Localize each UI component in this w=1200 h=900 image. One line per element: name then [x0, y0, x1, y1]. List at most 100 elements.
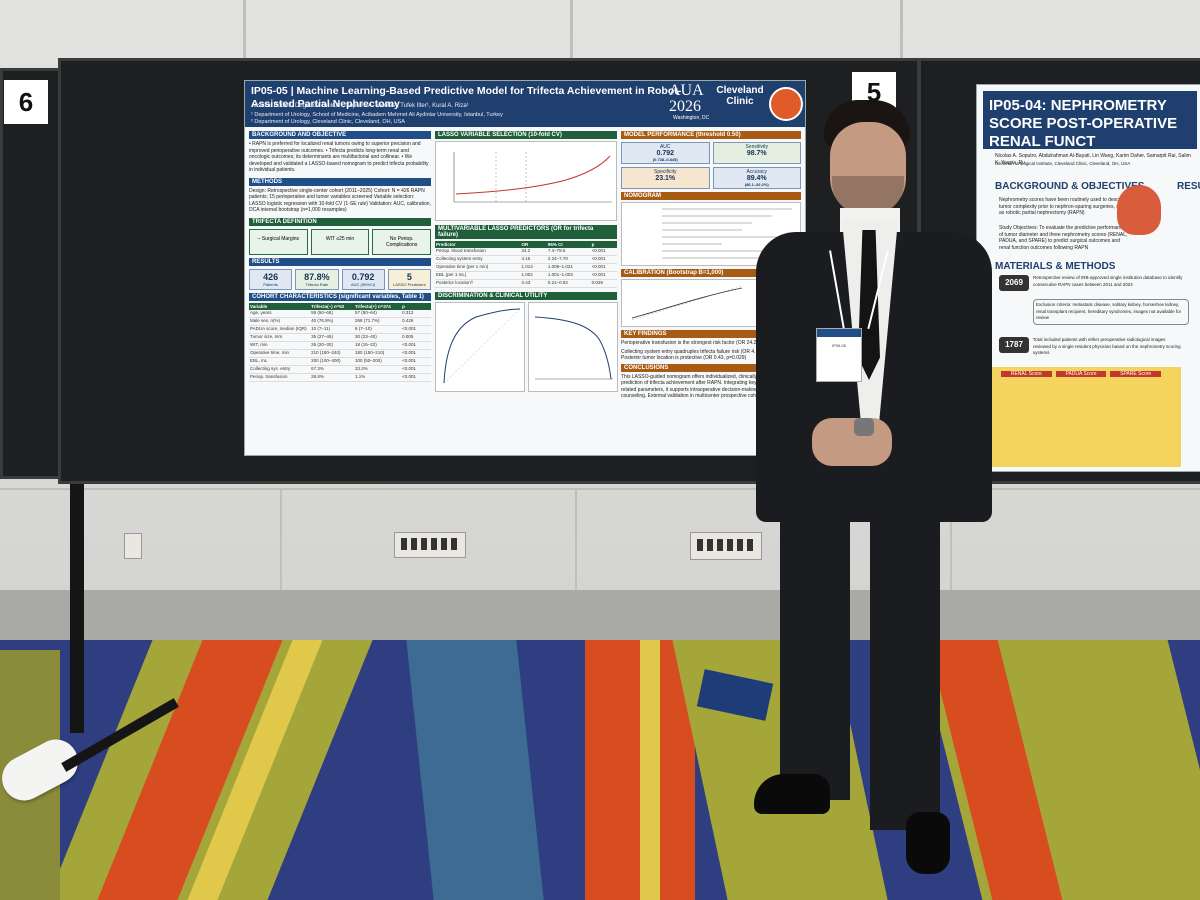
table-cell: <0.001 — [591, 256, 606, 261]
table-row: Collecting sys. entry 67.3% 33.2% <0.001 — [249, 366, 431, 374]
section-heading: LASSO VARIABLE SELECTION (10-fold CV) — [435, 131, 617, 139]
table-header: Variable Trifecta(–) n=52 Trifecta(+) n=37… — [249, 302, 431, 310]
table-row: EBL, mL 200 (100–400) 100 (50–200) <0.001 — [249, 358, 431, 366]
scores-panel: RENAL Score PADUA Score SPARE Score — [981, 367, 1181, 467]
wall-seam — [0, 488, 1200, 490]
right-section-heading: RESULT — [1177, 181, 1200, 192]
conference-logo: AUA 2026 — [669, 82, 703, 115]
table-cell: 67.3% — [311, 365, 324, 371]
wall-seam — [280, 488, 282, 590]
table-row: Periop. transfusion 28.8% 1.1% <0.001 — [249, 374, 431, 382]
section-heading: CONCLUSIONS — [621, 363, 801, 372]
right-poster-affiliation: Glickman Urological Institute, Cleveland… — [995, 161, 1131, 166]
table-cell: <0.001 — [402, 373, 417, 379]
board-number-left: 6 — [4, 80, 48, 124]
table-header-cell: Variable — [250, 303, 268, 309]
table-cell: 7.4–79.5 — [547, 248, 566, 253]
right-section-heading: MATERIALS & METHODS — [995, 261, 1116, 272]
poster-column-1: BACKGROUND AND OBJECTIVE • RAPN is prefe… — [249, 131, 432, 451]
table-cell: 35 (27–45) — [311, 333, 333, 339]
right-poster: IP05-04: NEPHROMETRY SCORE POST-OPERATIV… — [976, 84, 1200, 472]
right-section-heading: BACKGROUND & OBJECTIVES — [995, 181, 1145, 192]
table-row: Operative time (per 1 min) 1.014 1.008–1.0… — [435, 264, 617, 272]
cohort-count: 1787 — [999, 337, 1029, 353]
dca-curve — [534, 316, 613, 380]
lasso-curve — [453, 152, 612, 203]
baseboard — [0, 590, 1200, 640]
right-poster-title: IP05-04: NEPHROMETRY SCORE POST-OPERATIV… — [983, 91, 1197, 150]
table-header-cell: Trifecta(+) n=374 — [354, 303, 391, 309]
table-cell: <0.001 — [591, 248, 606, 253]
table-cell: 40 (76.9%) — [311, 317, 334, 323]
wall-seam — [950, 488, 952, 590]
table-row: Male sex, n(%) 40 (76.9%) 268 (71.7%) 0.426 — [249, 318, 431, 326]
poster-affiliation-1: ¹ Department of Urology, School of Medic… — [251, 112, 503, 118]
clasped-hands — [812, 418, 892, 466]
section-heading: DISCRIMINATION & CLINICAL UTILITY — [435, 292, 617, 300]
power-outlet — [394, 532, 466, 558]
wall-switch — [124, 533, 142, 559]
shoe-right — [906, 812, 950, 874]
roc-curve — [443, 308, 521, 384]
table-cell: <0.001 — [591, 264, 606, 269]
section-heading: BACKGROUND AND OBJECTIVE — [249, 131, 431, 139]
right-bullet: Study Objectives: To evaluate the predic… — [999, 225, 1128, 251]
conclusions-text: This LASSO-guided nomogram offers indivi… — [621, 373, 801, 400]
name-badge: IP05-05 — [816, 328, 862, 382]
kidney-illustration — [1117, 185, 1161, 235]
performance-kpi: Sensitivity 98.7% — [712, 142, 801, 164]
poster-affiliation-2: ² Department of Urology, Cleveland Clini… — [251, 119, 405, 125]
cohort-table: Variable Trifecta(–) n=52 Trifecta(+) n=37… — [249, 302, 431, 382]
calibration-curve — [631, 285, 743, 321]
table-cell: <0.001 — [591, 272, 606, 277]
table-header-cell: OR — [521, 242, 529, 247]
table-cell: Periop. transfusion — [250, 373, 288, 379]
table-cell: 0.312 — [402, 309, 414, 315]
table-cell: 0.426 — [402, 317, 414, 323]
key-finding: Collecting system entry quadruples trife… — [621, 348, 763, 355]
section-heading: COHORT CHARACTERISTICS (significant vari… — [249, 292, 431, 301]
wall-seam — [900, 0, 903, 60]
section-heading: MULTIVARIABLE LASSO PREDICTORS (OR for t… — [435, 225, 617, 239]
result-kpi: 87.8% Trifecta Rate — [295, 268, 339, 290]
table-cell: 8 (7–10) — [354, 325, 372, 331]
dca-plot — [528, 302, 618, 392]
predictor-table: Predictor OR 95% CI p Periop. blood transfus… — [435, 241, 617, 288]
table-cell: 180 (150–210) — [354, 349, 385, 355]
table-row: Periop. blood transfusion 24.2 7.4–79.5 <0.… — [435, 248, 617, 256]
table-cell: 0.21–0.92 — [547, 280, 568, 285]
table-cell: <0.001 — [402, 325, 417, 331]
face — [830, 122, 906, 216]
table-cell: 0.005 — [402, 333, 414, 339]
table-row: Tumor size, mm 35 (27–45) 30 (23–40) 0.005 — [249, 334, 431, 342]
key-finding: Posterior tumor location is protective (… — [621, 355, 747, 361]
table-cell: 0.43 — [521, 280, 531, 285]
poster-header: IP05-05 | Machine Learning-Based Predict… — [245, 81, 805, 127]
method-step: Exclusion criteria: metastatic disease, … — [1033, 299, 1189, 325]
section-heading: METHODS — [249, 177, 431, 186]
performance-kpi: Accuracy 89.4% (86.1–92.2%) — [712, 167, 801, 189]
university-seal-icon — [769, 87, 803, 121]
right-bullet: Nephrometry scores have been routinely u… — [999, 197, 1128, 216]
table-cell: PADUA score, median (IQR) — [250, 325, 307, 331]
key-finding: Perioperative transfusion is the stronge… — [621, 340, 759, 346]
table-cell: 1.008–1.021 — [547, 264, 573, 269]
table-cell: 100 (50–200) — [354, 357, 382, 363]
trifecta-criterion: No Periop. Complications — [372, 228, 432, 255]
score-header: SPARE Score — [1110, 371, 1162, 377]
table-cell: <0.001 — [402, 341, 417, 347]
table-cell: 4.15 — [521, 256, 531, 261]
lasso-plot — [435, 141, 617, 221]
performance-kpi: Specificity 23.1% — [621, 167, 710, 189]
result-kpi: 5 LASSO Predictors — [387, 268, 431, 290]
presenter: IP05-05 — [750, 100, 1000, 880]
poster-column-2: LASSO VARIABLE SELECTION (10-fold CV) MU… — [435, 131, 618, 451]
table-row: Collecting system entry 4.15 2.24–7.70 <0.0… — [435, 256, 617, 264]
wall-seam — [575, 488, 577, 590]
table-cell: 18 (15–22) — [354, 341, 377, 347]
table-cell: 0.029 — [591, 280, 603, 285]
table-cell: 28.8% — [311, 373, 324, 379]
section-heading: CALIBRATION (Bootstrap B=1,000) — [621, 269, 801, 277]
table-cell: Collecting system entry — [436, 256, 483, 261]
table-cell: <0.001 — [402, 365, 417, 371]
